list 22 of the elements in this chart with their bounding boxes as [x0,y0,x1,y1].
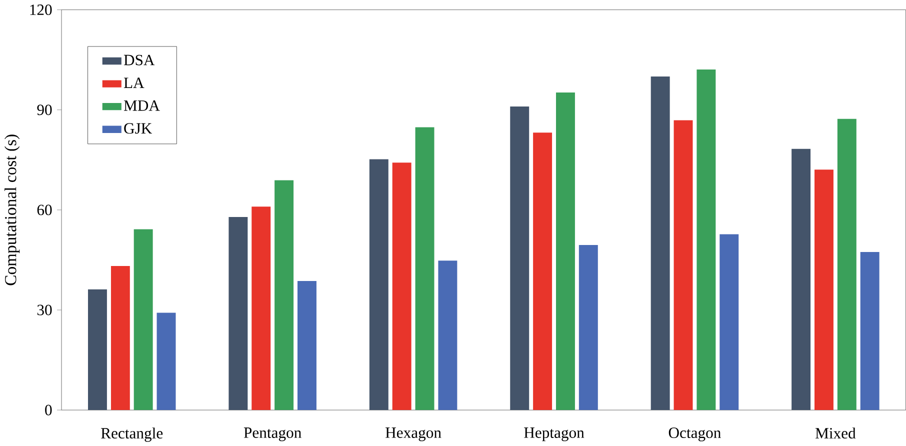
y-axis-title: Computational cost (s) [4,134,20,286]
legend-label: GJK [124,123,152,134]
x-tick-label: Rectangle [101,427,163,442]
x-tick-label: Mixed [815,427,856,438]
bar [792,148,811,410]
bar [650,76,670,410]
y-tick-label: 0 [45,404,52,416]
x-tick-label: Octagon [668,427,721,442]
bar [88,289,107,410]
bar [510,106,530,410]
bar [369,159,388,410]
legend-label: LA [124,77,144,88]
legend-label: DSA [124,54,155,66]
y-tick-label: 30 [37,304,52,316]
bar [228,216,248,410]
legend-label: MDA [124,100,160,111]
y-tick-label: 90 [37,104,52,115]
y-tick-label: 60 [37,204,52,216]
x-tick-label: Pentagon [244,427,302,442]
y-tick-label: 120 [30,4,52,15]
x-tick-label: Hexagon [386,427,442,442]
x-tick-label: Heptagon [524,427,584,442]
